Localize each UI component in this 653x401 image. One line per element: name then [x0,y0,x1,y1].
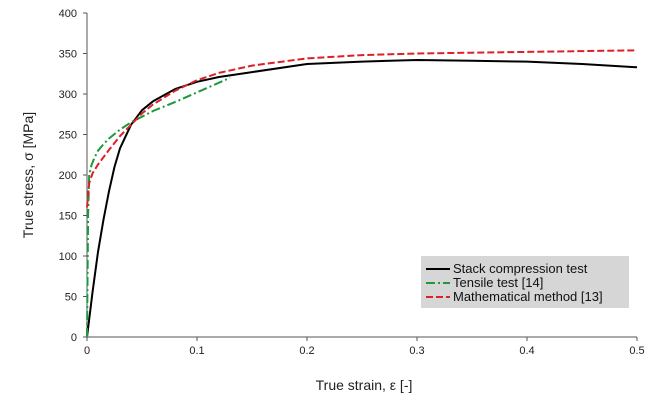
x-tick-label: 0 [84,345,90,357]
legend-box [421,256,629,308]
y-tick-label: 200 [59,170,77,182]
x-tick-label: 0.2 [299,345,314,357]
series-line-stack-compression-test [86,59,638,338]
y-tick-label: 250 [59,130,77,142]
x-axis-title: True strain, ε [-] [316,377,413,393]
x-tick-label: 0.4 [519,345,534,357]
series-line-tensile-test [86,76,231,338]
legend-label-mathematical-method: Mathematical method [13] [453,289,603,304]
series-line-mathematical-method [86,49,638,208]
legend-label-stack-compression: Stack compression test [453,261,588,276]
y-tick-label: 0 [71,332,77,344]
x-axis-ticks: 0 0.1 0.2 0.3 0.4 0.5 [84,337,645,357]
y-tick-label: 300 [59,89,77,101]
x-tick-label: 0.1 [189,345,204,357]
y-tick-label: 100 [59,251,77,263]
y-tick-label: 350 [59,49,77,61]
y-axis-ticks: 0 50 100 150 200 250 300 350 400 [59,8,87,344]
y-tick-label: 50 [65,292,77,304]
y-tick-label: 150 [59,211,77,223]
legend-label-tensile-test: Tensile test [14] [453,275,543,290]
series-layer [86,49,638,338]
y-tick-label: 400 [59,8,77,20]
x-tick-label: 0.3 [409,345,424,357]
x-tick-label: 0.5 [629,345,644,357]
y-axis-title: True stress, σ [MPa] [20,112,36,238]
legend: Stack compression test Tensile test [14]… [421,256,629,308]
